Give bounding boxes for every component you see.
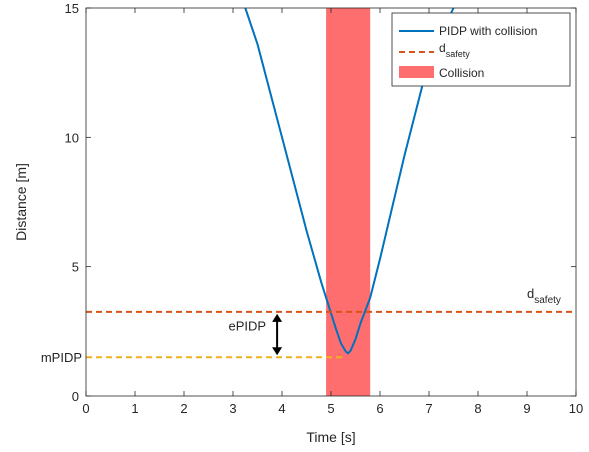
- x-tick-label: 2: [180, 401, 187, 416]
- x-axis-label: Time [s]: [306, 429, 355, 445]
- d-safety-annotation: dsafety: [527, 286, 561, 306]
- legend-label-dsafety: dsafety: [439, 41, 470, 59]
- legend-label-collision: Collision: [439, 66, 484, 80]
- x-tick-label: 9: [523, 401, 530, 416]
- plot-area: [86, 7, 576, 396]
- annotations: dsafety mPIDP ePIDP: [41, 286, 561, 365]
- y-tick-label: 0: [72, 389, 79, 404]
- x-tick-label: 3: [229, 401, 236, 416]
- x-tick-label: 5: [327, 401, 334, 416]
- legend: PIDP with collision dsafety Collision: [391, 12, 571, 87]
- epidp-arrow-head-up: [272, 313, 283, 322]
- y-tick-label: 10: [65, 130, 79, 145]
- epidp-arrow-head-down: [272, 347, 283, 356]
- x-tick-label: 4: [278, 401, 285, 416]
- x-tick-label: 6: [376, 401, 383, 416]
- y-tick-label: 15: [65, 1, 79, 16]
- axes: 0 1 2 3 4 5 6 7 8 9 10 0 5 10 15: [65, 1, 584, 416]
- collision-band: [326, 8, 371, 396]
- x-tick-label: 8: [474, 401, 481, 416]
- x-tick-label: 10: [569, 401, 583, 416]
- x-tick-label: 0: [82, 401, 89, 416]
- y-axis-label: Distance [m]: [13, 163, 29, 241]
- x-tick-label: 7: [425, 401, 432, 416]
- pidp-series-line: [244, 7, 455, 355]
- legend-label-pidp: PIDP with collision: [439, 24, 537, 38]
- epidp-label: ePIDP: [229, 319, 267, 334]
- x-tick-label: 1: [131, 401, 138, 416]
- legend-swatch-collision: [399, 66, 434, 78]
- mpidp-label: mPIDP: [41, 350, 82, 365]
- y-tick-label: 5: [72, 260, 79, 275]
